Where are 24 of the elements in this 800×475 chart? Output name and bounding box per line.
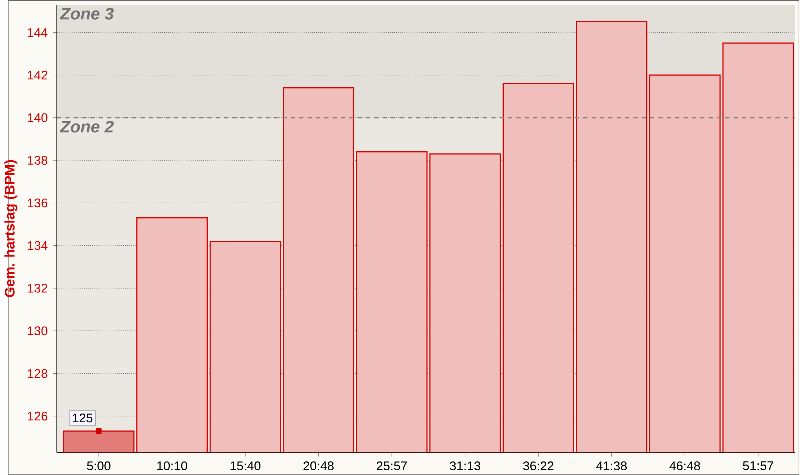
y-axis-title: Gem. hartslag (BPM) <box>4 160 18 298</box>
y-tick-label: 140 <box>28 113 48 122</box>
y-tick-label: 134 <box>28 241 48 250</box>
x-tick-label: 15:40 <box>230 462 261 470</box>
y-tick-label: 136 <box>28 198 48 208</box>
y-tick-label: 128 <box>28 369 48 378</box>
x-tick-label: 51:57 <box>743 462 774 470</box>
x-tick-label: 31:13 <box>450 462 480 470</box>
band-label: Zone 3 <box>60 8 114 20</box>
y-tick-label: 126 <box>28 412 48 421</box>
x-tick-label: 46:48 <box>670 462 700 470</box>
y-tick-label: 142 <box>28 70 48 80</box>
x-tick-label: 20:48 <box>304 462 334 470</box>
y-tick-label: 144 <box>28 28 48 37</box>
x-tick-label: 5:00 <box>87 462 111 470</box>
y-tick-label: 130 <box>28 326 48 336</box>
x-tick-label: 25:57 <box>377 462 408 470</box>
y-tick-label: 132 <box>28 284 48 293</box>
x-tick-label: 41:38 <box>596 462 627 470</box>
band-label: Zone 2 <box>60 120 114 133</box>
annotation: 125 <box>73 414 93 422</box>
y-tick-label: 138 <box>28 156 48 165</box>
x-tick-label: 10:10 <box>158 462 188 470</box>
x-tick-label: 36:22 <box>523 462 554 470</box>
